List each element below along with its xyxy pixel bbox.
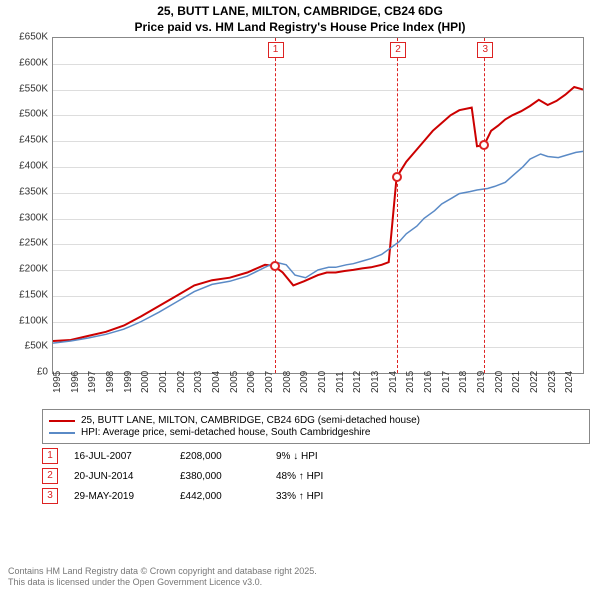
x-axis-label: 2016 xyxy=(423,363,434,393)
y-axis-label: £600K xyxy=(10,57,48,68)
x-axis-label: 2000 xyxy=(140,363,151,393)
x-axis-label: 1999 xyxy=(123,363,134,393)
x-axis-label: 2017 xyxy=(441,363,452,393)
legend-row: HPI: Average price, semi-detached house,… xyxy=(49,427,583,438)
x-axis-label: 2022 xyxy=(529,363,540,393)
event-row-price: £380,000 xyxy=(180,471,260,482)
event-row-date: 29-MAY-2019 xyxy=(74,491,164,502)
y-axis-label: £150K xyxy=(10,289,48,300)
event-row-price: £208,000 xyxy=(180,451,260,462)
event-row-date: 16-JUL-2007 xyxy=(74,451,164,462)
event-row: 3 29-MAY-2019 £442,000 33% ↑ HPI xyxy=(42,488,590,504)
y-axis-label: £550K xyxy=(10,83,48,94)
event-vline xyxy=(397,38,398,373)
y-axis-label: £100K xyxy=(10,315,48,326)
y-axis-label: £250K xyxy=(10,238,48,249)
event-row-pct: 9% ↓ HPI xyxy=(276,451,318,462)
x-axis-label: 2004 xyxy=(211,363,222,393)
event-row-box: 3 xyxy=(42,488,58,504)
x-axis-label: 2019 xyxy=(476,363,487,393)
event-row-box: 2 xyxy=(42,468,58,484)
series-hpi xyxy=(53,152,583,344)
event-point-2 xyxy=(392,172,402,182)
x-axis-label: 1996 xyxy=(70,363,81,393)
event-point-3 xyxy=(479,140,489,150)
x-axis-label: 2010 xyxy=(317,363,328,393)
x-axis-label: 2013 xyxy=(370,363,381,393)
x-axis-label: 2021 xyxy=(511,363,522,393)
legend-row: 25, BUTT LANE, MILTON, CAMBRIDGE, CB24 6… xyxy=(49,415,583,426)
y-axis-label: £300K xyxy=(10,212,48,223)
chart-container: 1 2 3 £0 £50K £100K £150K £200K £250K £300K £350K… xyxy=(10,37,590,407)
event-vline xyxy=(275,38,276,373)
x-axis-label: 2003 xyxy=(193,363,204,393)
y-axis-label: £500K xyxy=(10,109,48,120)
x-axis-label: 2024 xyxy=(564,363,575,393)
event-row: 2 20-JUN-2014 £380,000 48% ↑ HPI xyxy=(42,468,590,484)
event-vline xyxy=(484,38,485,373)
y-axis-label: £200K xyxy=(10,264,48,275)
legend-swatch xyxy=(49,420,75,422)
title-line-2: Price paid vs. HM Land Registry's House … xyxy=(0,20,600,36)
title-line-1: 25, BUTT LANE, MILTON, CAMBRIDGE, CB24 6… xyxy=(0,4,600,20)
legend-swatch xyxy=(49,432,75,434)
chart-title: 25, BUTT LANE, MILTON, CAMBRIDGE, CB24 6… xyxy=(0,0,600,37)
footer-line-1: Contains HM Land Registry data © Crown c… xyxy=(8,566,592,577)
series-price_paid xyxy=(53,87,583,341)
x-axis-label: 2007 xyxy=(264,363,275,393)
x-axis-label: 2020 xyxy=(494,363,505,393)
event-marker-2: 2 xyxy=(390,42,406,58)
y-axis-label: £400K xyxy=(10,161,48,172)
event-row-price: £442,000 xyxy=(180,491,260,502)
chart-svg xyxy=(53,38,583,373)
event-row-date: 20-JUN-2014 xyxy=(74,471,164,482)
x-axis-label: 2008 xyxy=(282,363,293,393)
x-axis-label: 2006 xyxy=(246,363,257,393)
event-row-box: 1 xyxy=(42,448,58,464)
legend-label: HPI: Average price, semi-detached house,… xyxy=(81,427,370,438)
x-axis-label: 2012 xyxy=(352,363,363,393)
x-axis-label: 2023 xyxy=(547,363,558,393)
footer-line-2: This data is licensed under the Open Gov… xyxy=(8,577,592,588)
x-axis-label: 2015 xyxy=(405,363,416,393)
x-axis-label: 2014 xyxy=(388,363,399,393)
x-axis-label: 2009 xyxy=(299,363,310,393)
y-axis-label: £650K xyxy=(10,32,48,43)
y-axis-label: £50K xyxy=(10,341,48,352)
legend-box: 25, BUTT LANE, MILTON, CAMBRIDGE, CB24 6… xyxy=(42,409,590,444)
plot-area: 1 2 3 xyxy=(52,37,584,374)
event-marker-1: 1 xyxy=(268,42,284,58)
events-table: 1 16-JUL-2007 £208,000 9% ↓ HPI 2 20-JUN-2014… xyxy=(42,448,590,504)
event-marker-3: 3 xyxy=(477,42,493,58)
x-axis-label: 2002 xyxy=(176,363,187,393)
x-axis-label: 1998 xyxy=(105,363,116,393)
x-axis-label: 2001 xyxy=(158,363,169,393)
x-axis-label: 2018 xyxy=(458,363,469,393)
y-axis-label: £450K xyxy=(10,135,48,146)
legend-label: 25, BUTT LANE, MILTON, CAMBRIDGE, CB24 6… xyxy=(81,415,420,426)
event-row: 1 16-JUL-2007 £208,000 9% ↓ HPI xyxy=(42,448,590,464)
footer-attribution: Contains HM Land Registry data © Crown c… xyxy=(8,566,592,589)
x-axis-label: 1997 xyxy=(87,363,98,393)
y-axis-label: £350K xyxy=(10,186,48,197)
x-axis-label: 2005 xyxy=(229,363,240,393)
x-axis-label: 2011 xyxy=(335,363,346,393)
x-axis-label: 1995 xyxy=(52,363,63,393)
event-row-pct: 48% ↑ HPI xyxy=(276,471,323,482)
event-row-pct: 33% ↑ HPI xyxy=(276,491,323,502)
y-axis-label: £0 xyxy=(10,367,48,378)
event-point-1 xyxy=(270,261,280,271)
